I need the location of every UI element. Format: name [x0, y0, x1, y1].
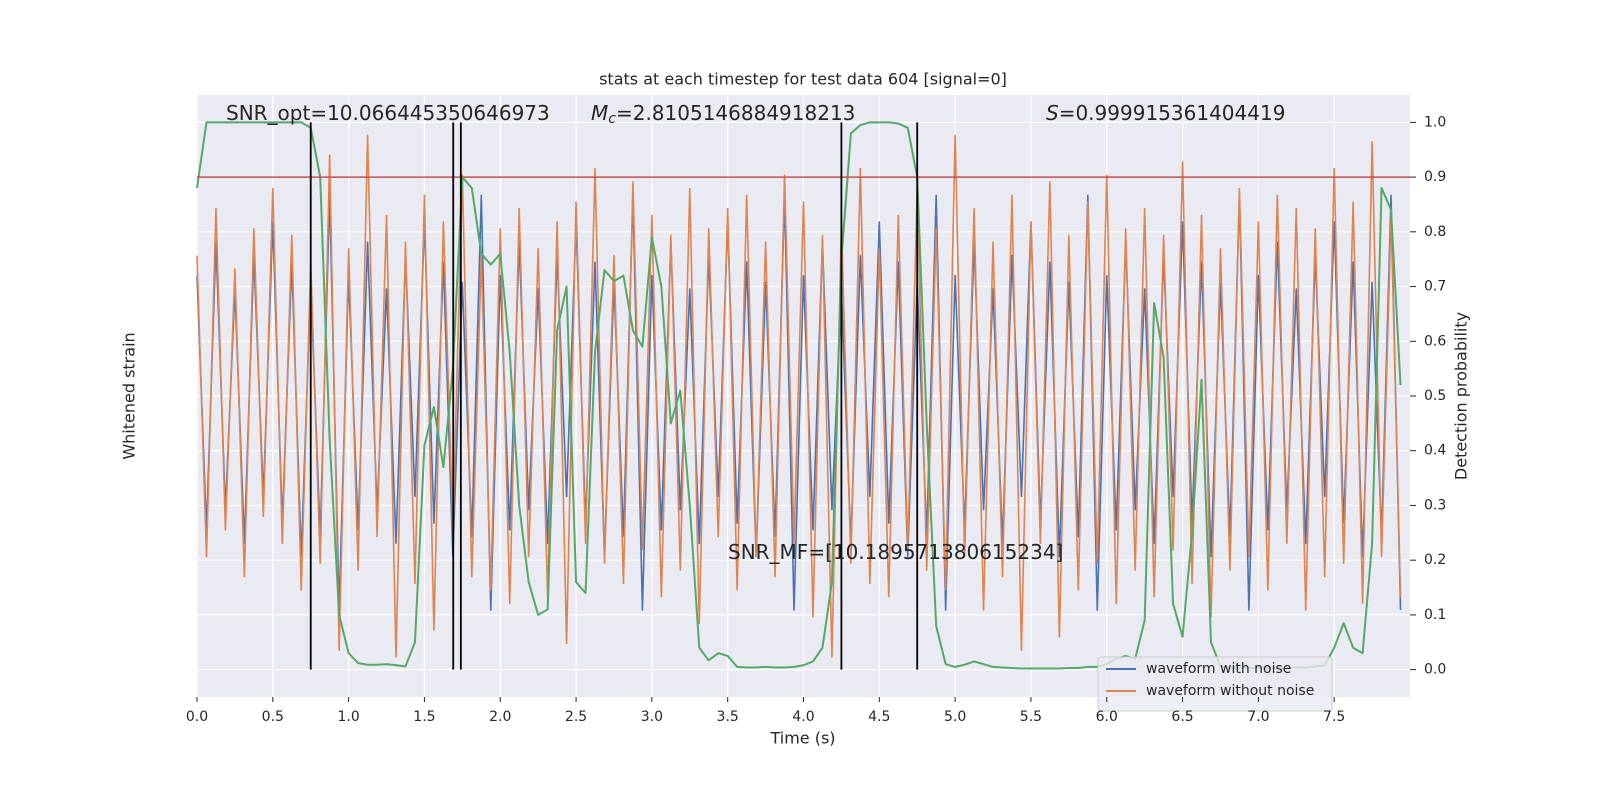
- x-tick-label: 2.0: [489, 709, 511, 725]
- x-tick-label: 7.0: [1247, 709, 1269, 725]
- series-line: [196, 134, 1402, 658]
- x-tick-label: 5.0: [944, 709, 966, 725]
- y2-axis-label: Detection probability: [1452, 312, 1471, 480]
- annotation-text: =2.8105146884918213: [616, 101, 855, 125]
- y2-tick-label: 0.1: [1424, 607, 1446, 623]
- y2-tick-label: 0.5: [1424, 388, 1446, 404]
- y2-tick-label: 0.9: [1424, 169, 1446, 185]
- annotation-subscript: c: [608, 111, 616, 127]
- x-tick-label: 5.5: [1020, 709, 1042, 725]
- x-tick-label: 3.0: [641, 709, 663, 725]
- legend: waveform with noise waveform without nois…: [1097, 656, 1333, 712]
- x-tick-label: 6.5: [1171, 709, 1193, 725]
- y2-tick-label: 0.8: [1424, 224, 1446, 240]
- annotation-text: SNR_MF=[10.189571380615234]: [728, 540, 1063, 564]
- x-tick-label: 1.5: [413, 709, 435, 725]
- annotation-symbol: M: [591, 101, 608, 125]
- chart-title: stats at each timestep for test data 604…: [599, 70, 1007, 89]
- legend-label: waveform without noise: [1146, 683, 1314, 699]
- x-tick-label: 6.0: [1096, 709, 1118, 725]
- x-tick-label: 0.0: [186, 709, 208, 725]
- x-tick-label: 0.5: [262, 709, 284, 725]
- legend-box: [1097, 656, 1333, 712]
- x-tick-label: 1.0: [337, 709, 359, 725]
- x-axis-label: Time (s): [769, 729, 835, 748]
- annotation: S=0.999915361404419: [1046, 101, 1285, 125]
- annotation: Mc=2.8105146884918213: [591, 101, 855, 128]
- legend-label: waveform with noise: [1146, 661, 1291, 677]
- series-line: [196, 121, 1402, 670]
- y2-tick-label: 1.0: [1424, 114, 1446, 130]
- x-tick-label: 2.5: [565, 709, 587, 725]
- annotation-text: SNR_opt=10.066445350646973: [226, 101, 550, 125]
- x-tick-label: 4.5: [868, 709, 890, 725]
- annotation: SNR_MF=[10.189571380615234]: [728, 540, 1063, 564]
- x-tick-label: 3.5: [717, 709, 739, 725]
- annotation: SNR_opt=10.066445350646973: [226, 101, 550, 125]
- annotation-text: =0.999915361404419: [1059, 101, 1286, 125]
- x-tick-label: 4.0: [792, 709, 814, 725]
- overlay-layer: SNR_opt=10.066445350646973 Mc=2.810514688…: [197, 101, 1410, 670]
- y2-tick-label: 0.7: [1424, 279, 1446, 295]
- y2-tick-label: 0.3: [1424, 497, 1446, 513]
- y2-tick-label: 0.6: [1424, 333, 1446, 349]
- x-tick-label: 7.5: [1323, 709, 1345, 725]
- y-axis-label: Whitened strain: [120, 332, 139, 459]
- annotation-symbol: S: [1046, 101, 1059, 125]
- series-layer: [196, 121, 1402, 670]
- y2-tick-label: 0.2: [1424, 552, 1446, 568]
- y2-tick-label: 0.4: [1424, 443, 1446, 459]
- y2-tick-label: 0.0: [1424, 662, 1446, 678]
